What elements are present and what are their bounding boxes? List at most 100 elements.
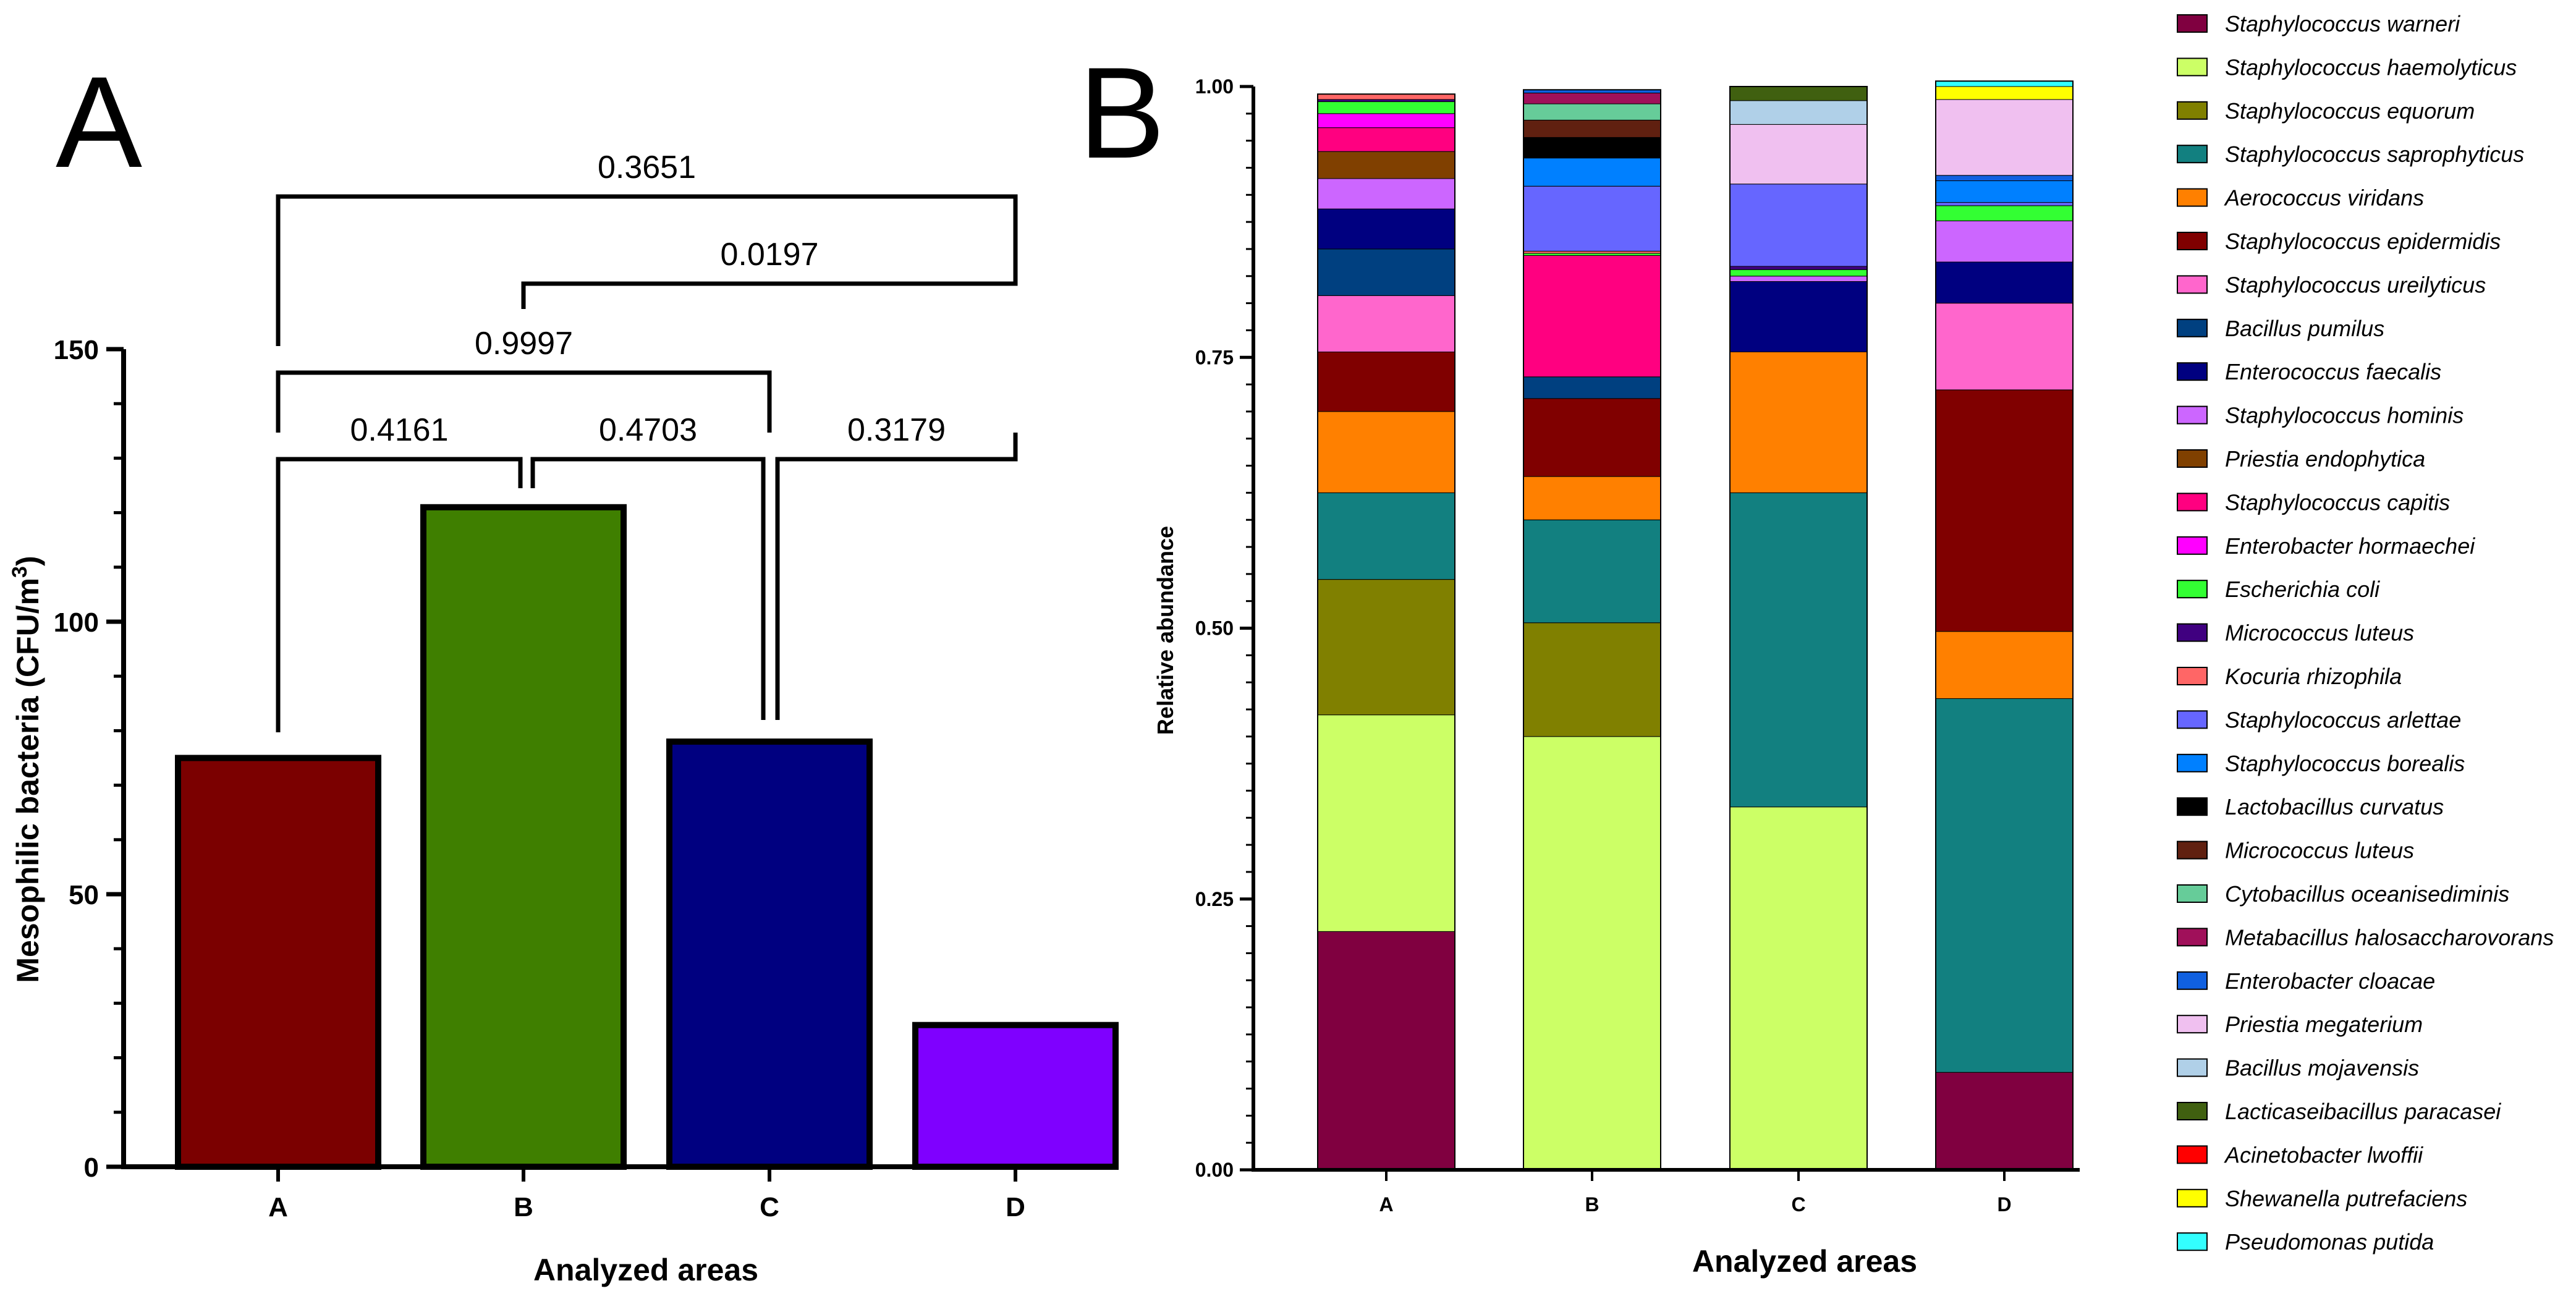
segment-D-16 bbox=[1935, 202, 2074, 206]
segment-B-19 bbox=[1523, 119, 1661, 138]
legend-swatch bbox=[2177, 232, 2208, 250]
legend-swatch bbox=[2177, 145, 2208, 164]
panel-a-x-tick-label: B bbox=[514, 1192, 533, 1222]
legend-label: Staphylococcus arlettae bbox=[2225, 707, 2461, 732]
segment-A-1 bbox=[1317, 714, 1455, 932]
legend-label: Lactobacillus curvatus bbox=[2225, 794, 2444, 819]
segment-A-11 bbox=[1317, 127, 1455, 152]
panel-a-y-tick-label: 100 bbox=[54, 607, 99, 638]
legend-label: Staphylococcus ureilyticus bbox=[2225, 272, 2486, 297]
legend-label: Staphylococcus epidermidis bbox=[2225, 229, 2501, 254]
p-value-B-D: 0.0197 bbox=[720, 237, 818, 273]
legend-swatch bbox=[2177, 493, 2208, 512]
legend-swatch bbox=[2177, 1188, 2208, 1208]
segment-A-15 bbox=[1317, 93, 1455, 100]
legend-swatch bbox=[2177, 580, 2208, 599]
segment-C-1 bbox=[1729, 806, 1868, 1170]
segment-C-3 bbox=[1729, 492, 1868, 808]
legend-swatch bbox=[2177, 101, 2208, 120]
legend-swatch bbox=[2177, 1015, 2208, 1034]
legend-swatch bbox=[2177, 667, 2208, 685]
legend-swatch bbox=[2177, 1102, 2208, 1120]
legend-label: Bacillus pumilus bbox=[2225, 316, 2384, 341]
segment-D-28 bbox=[1935, 80, 2074, 87]
legend-label: Cytobacillus oceanisediminis bbox=[2225, 881, 2509, 907]
segment-D-5 bbox=[1935, 389, 2074, 632]
legend: Staphylococcus warneri Staphylococcus hae… bbox=[2177, 11, 2554, 1255]
segment-A-13 bbox=[1317, 101, 1455, 114]
legend-swatch bbox=[2177, 928, 2208, 947]
legend-swatch bbox=[2177, 840, 2208, 860]
segment-A-14 bbox=[1317, 99, 1455, 103]
segment-B-1 bbox=[1523, 736, 1661, 1170]
legend-swatch bbox=[2177, 623, 2208, 642]
segment-B-5 bbox=[1523, 398, 1661, 477]
segment-B-17 bbox=[1523, 158, 1661, 187]
legend-swatch bbox=[2177, 710, 2208, 729]
legend-label: Staphylococcus capitis bbox=[2225, 489, 2450, 515]
segment-A-4 bbox=[1317, 411, 1455, 493]
legend-label: Enterobacter cloacae bbox=[2225, 968, 2435, 994]
legend-label: Aerococcus viridans bbox=[2224, 185, 2424, 211]
legend-label: Kocuria rhizophila bbox=[2225, 664, 2402, 689]
segment-B-16 bbox=[1523, 185, 1661, 252]
panel-a-y-tick-label: 150 bbox=[54, 335, 99, 365]
legend-swatch bbox=[2177, 318, 2208, 337]
legend-label: Acinetobacter lwoffii bbox=[2224, 1142, 2423, 1167]
segment-D-6 bbox=[1935, 303, 2074, 391]
segment-C-13 bbox=[1729, 269, 1868, 277]
bracket-A-C bbox=[276, 370, 772, 433]
panel-b-x-axis-title: Analyzed areas bbox=[1692, 1244, 1917, 1279]
legend-label: Staphylococcus borealis bbox=[2225, 751, 2465, 776]
panel-a-x-tick-label: C bbox=[760, 1192, 779, 1222]
bracket-A-D bbox=[276, 194, 1018, 346]
legend-label: Staphylococcus equorum bbox=[2225, 98, 2475, 124]
legend-label: Lacticaseibacillus paracasei bbox=[2225, 1099, 2501, 1124]
segment-C-4 bbox=[1729, 351, 1868, 493]
panel-a-y-tick-label: 0 bbox=[84, 1153, 99, 1183]
legend-label: Pseudomonas putida bbox=[2225, 1229, 2434, 1255]
legend-swatch bbox=[2177, 449, 2208, 468]
panel-b-y-tick-label: 0.25 bbox=[1195, 888, 1234, 910]
p-value-A-D: 0.3651 bbox=[598, 150, 696, 185]
bar-B bbox=[420, 504, 627, 1170]
segment-A-7 bbox=[1317, 248, 1455, 296]
segment-D-13 bbox=[1935, 205, 2074, 221]
segment-C-24 bbox=[1729, 100, 1868, 125]
panel-b-x-tick-label: B bbox=[1585, 1193, 1599, 1216]
panel-b-letter: B bbox=[1078, 40, 1165, 185]
segment-B-21 bbox=[1523, 93, 1661, 104]
legend-swatch bbox=[2177, 753, 2208, 772]
segment-D-9 bbox=[1935, 220, 2074, 263]
segment-D-0 bbox=[1935, 1072, 2074, 1170]
segment-B-2 bbox=[1523, 622, 1661, 737]
bracket-B-C bbox=[530, 457, 766, 720]
bracket-A-B bbox=[276, 457, 523, 732]
legend-swatch bbox=[2177, 188, 2208, 207]
panel-b-y-tick-label: 0.75 bbox=[1195, 346, 1234, 368]
panel-b-x-tick-label: D bbox=[1997, 1193, 2011, 1216]
legend-swatch bbox=[2177, 971, 2208, 990]
legend-label: Bacillus mojavensis bbox=[2225, 1056, 2419, 1081]
segment-D-3 bbox=[1935, 698, 2074, 1073]
legend-label: Micrococcus luteus bbox=[2225, 620, 2414, 646]
panel-b-y-tick-label: 0.00 bbox=[1195, 1159, 1234, 1181]
panel-b-x-tick-label: C bbox=[1791, 1193, 1805, 1216]
legend-swatch bbox=[2177, 275, 2208, 294]
panel-a-bar-chart: A 0.4161 0.4703 0.3179 0.9997 0.0197 0.3651 0… bbox=[8, 49, 1119, 1287]
segment-C-8 bbox=[1729, 281, 1868, 352]
legend-swatch bbox=[2177, 797, 2208, 816]
legend-swatch bbox=[2177, 1058, 2208, 1077]
segment-C-14 bbox=[1729, 266, 1868, 270]
segment-A-12 bbox=[1317, 113, 1455, 129]
segment-D-8 bbox=[1935, 261, 2074, 304]
legend-label: Metabacillus halosaccharovorans bbox=[2225, 925, 2554, 950]
segment-D-4 bbox=[1935, 631, 2074, 699]
legend-label: Shewanella putrefaciens bbox=[2225, 1186, 2467, 1211]
segment-B-11 bbox=[1523, 255, 1661, 378]
panel-b-y-tick-label: 0.50 bbox=[1195, 617, 1234, 640]
panel-b-stacked-chart: B 0.00 0.25 0.50 0.75 1.00 A B C D Analyzed area… bbox=[1078, 11, 2554, 1279]
segment-D-22 bbox=[1935, 175, 2074, 182]
p-value-B-C: 0.4703 bbox=[599, 412, 697, 448]
